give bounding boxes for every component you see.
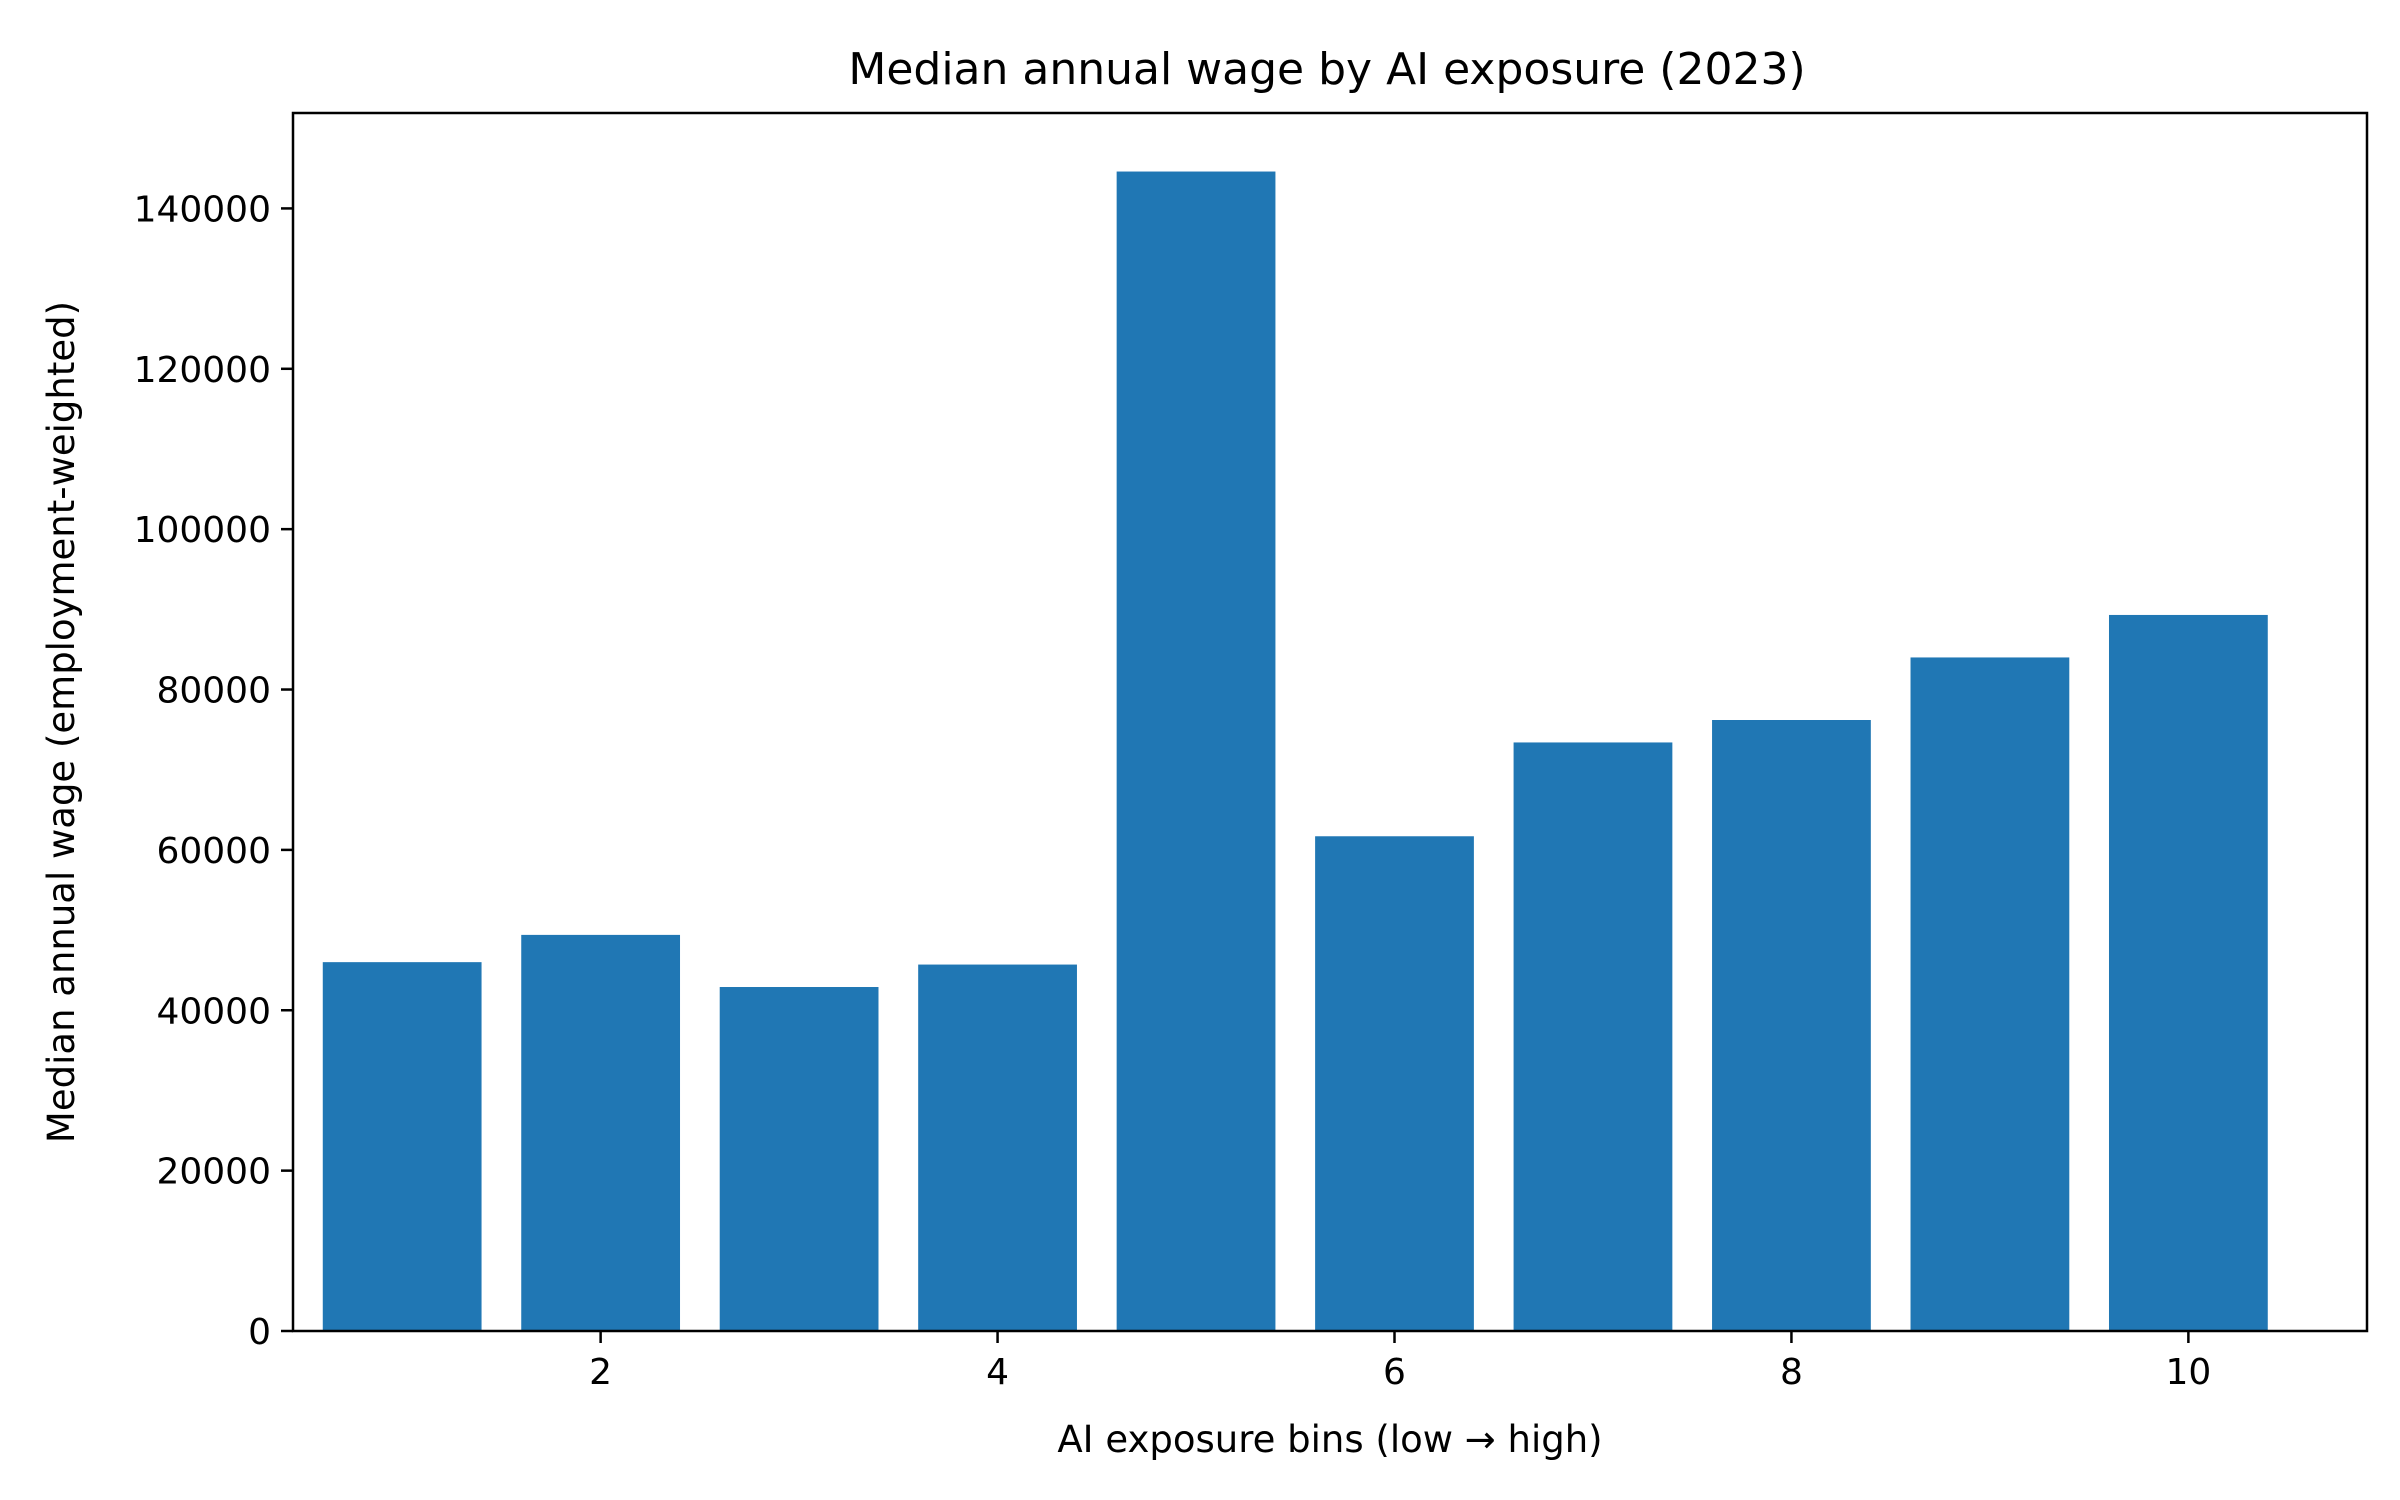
y-tick-label: 0 bbox=[248, 1312, 271, 1353]
bar-bin-8 bbox=[1712, 720, 1871, 1331]
x-tick-label: 4 bbox=[986, 1352, 1009, 1393]
x-axis-label: AI exposure bins (low → high) bbox=[1057, 1418, 1602, 1461]
chart-title: Median annual wage by AI exposure (2023) bbox=[848, 44, 1805, 95]
y-tick-label: 80000 bbox=[156, 671, 271, 712]
y-axis-ticks: 0 20000 40000 60000 80000 100000 120000 140000 bbox=[134, 189, 293, 1353]
y-tick-label: 140000 bbox=[134, 189, 271, 230]
y-tick-label: 120000 bbox=[134, 350, 271, 391]
bar-bin-1 bbox=[322, 962, 482, 1331]
bar-bin-2 bbox=[521, 934, 681, 1331]
bar-bin-9 bbox=[1910, 657, 2070, 1331]
x-tick-label: 8 bbox=[1780, 1352, 1803, 1393]
x-tick-label: 6 bbox=[1383, 1352, 1406, 1393]
bar-bin-5 bbox=[1116, 171, 1276, 1331]
bar-bin-3 bbox=[719, 987, 879, 1331]
y-tick-label: 20000 bbox=[156, 1152, 271, 1193]
bar-bin-6 bbox=[1315, 836, 1474, 1331]
y-axis-label: Median annual wage (employment-weighted) bbox=[40, 301, 83, 1143]
bars-group bbox=[322, 171, 2268, 1331]
y-tick-label: 40000 bbox=[156, 991, 271, 1032]
plot-area-frame bbox=[291, 111, 2369, 1333]
bar-bin-4 bbox=[918, 964, 1077, 1331]
y-tick-label: 60000 bbox=[156, 831, 271, 872]
bar-bin-7 bbox=[1513, 742, 1673, 1331]
x-tick-label: 2 bbox=[589, 1352, 612, 1393]
bar-bin-10 bbox=[2108, 614, 2268, 1331]
x-axis-ticks: 2 4 6 8 10 bbox=[589, 1331, 2211, 1393]
y-tick-label: 100000 bbox=[134, 510, 271, 551]
x-tick-label: 10 bbox=[2165, 1352, 2211, 1393]
